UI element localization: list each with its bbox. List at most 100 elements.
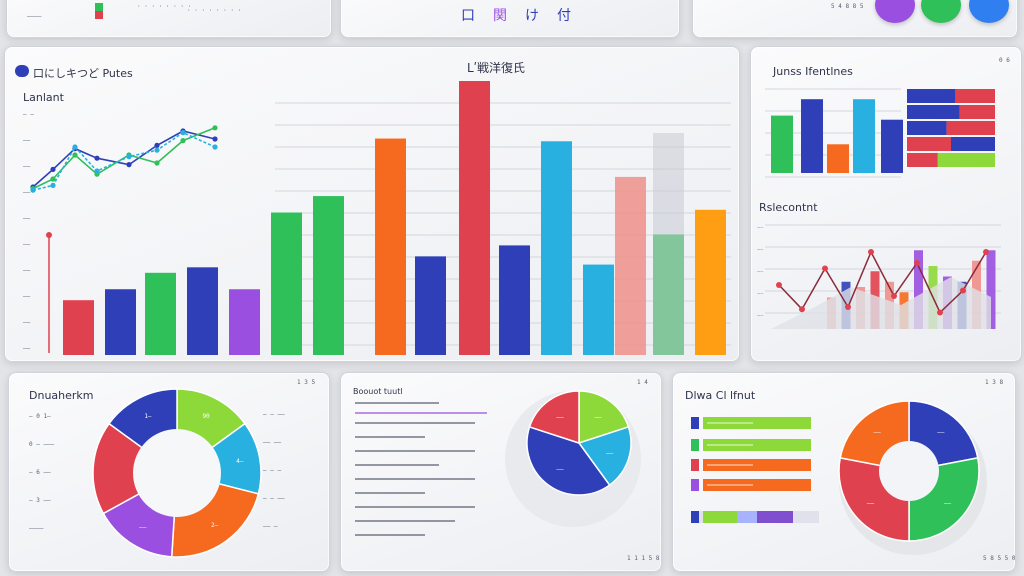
bl-left-label: 0 ‒ ‒‒‒ [29, 441, 55, 448]
line-series [778, 250, 987, 314]
br-donut-slice-label: ‒‒ [937, 429, 945, 436]
bl-donut-slice-label: ‒‒ [139, 524, 147, 531]
line-point [891, 293, 897, 299]
line-point [868, 249, 874, 255]
hbar-segment [955, 89, 995, 103]
mini-bar [95, 11, 103, 19]
line-point [776, 282, 782, 288]
glyph: 付 [557, 8, 571, 24]
line-point [30, 187, 36, 193]
bar [827, 144, 849, 173]
panel-logo-text: 口にしキつど Putes [33, 67, 133, 80]
stacked-segment [757, 511, 793, 523]
top-left-ticks: · · · · · · · · [187, 7, 242, 14]
bm-pie-svg: ‒‒ ‒‒ ‒‒ ‒‒ [355, 390, 641, 536]
logo-icon [15, 65, 29, 77]
y-tick-label: ‒‒ [23, 293, 31, 300]
bm-pie-slice [577, 425, 632, 487]
y-tick-label: ‒‒ [23, 189, 31, 196]
bar [63, 300, 94, 355]
center-glyph-row: 口 関 け 付 [461, 5, 571, 25]
top-right-label: 5 4 8 8 5 [831, 3, 864, 10]
bar [187, 267, 218, 355]
legend-marker [691, 439, 699, 451]
legend-marker [691, 479, 699, 491]
hbar-segment [907, 153, 938, 167]
line-point [845, 304, 851, 310]
br-donut-slice-label: ‒‒ [874, 429, 882, 436]
y-tick-label: ‒‒ [757, 291, 763, 297]
tr-title: Junss Ifentlnes [773, 65, 853, 78]
bl-right-label: ‒ ‒ ‒ [263, 467, 282, 474]
green-circle-icon [921, 0, 961, 23]
br-corner: 1 3 8 [985, 379, 1004, 386]
bm-pie-slice [578, 390, 630, 445]
y-tick-label: ‒ ‒ [23, 111, 34, 118]
bm-corner: 1 4 [637, 379, 648, 386]
line-point [937, 309, 943, 316]
line-point [94, 155, 100, 161]
main-chart-panel: 口にしキつど Putes Lʹ戦洋復氏 Lanlant ‒ ‒ ‒‒ ‒‒ ‒‒ ‒‒ ‒… [4, 46, 740, 362]
line-point [50, 176, 56, 182]
line-point [212, 136, 218, 142]
stacked-segment [703, 511, 737, 523]
bar [459, 81, 490, 355]
bar-shadow [653, 133, 684, 355]
line-point [154, 142, 160, 148]
hbar-segment [907, 89, 956, 103]
bar [415, 256, 446, 355]
main-chart-title: Lʹ戦洋復氏 [467, 61, 526, 75]
bar [583, 264, 614, 355]
line-point [50, 166, 56, 172]
area-fill [771, 277, 991, 329]
purple-circle-icon [875, 0, 915, 23]
y-tick-label: ‒‒ [23, 137, 31, 144]
bar [695, 209, 726, 355]
line-point [960, 287, 966, 294]
line-series [32, 131, 216, 191]
y-tick-label: ‒‒ [23, 163, 31, 170]
bl-donut-slice-label: 2‒ [211, 522, 219, 529]
line-chart-label: Lanlant [23, 91, 64, 104]
bar [313, 196, 344, 355]
bl-right-label: ‒ ‒ ‒‒ [263, 495, 285, 502]
legend-marker [691, 511, 699, 523]
bm-footer: 1 1 1 5 8 [627, 555, 660, 562]
bl-right-label: ‒‒ ‒‒ [263, 439, 282, 446]
hbar-segment [937, 153, 995, 167]
bl-donut-slice-label: 1‒ [144, 413, 152, 420]
bar [853, 99, 875, 173]
top-panel-right: 5 4 8 8 5 [692, 0, 1018, 38]
top-panel-center: 口 関 け 付 [340, 0, 680, 38]
hbar-segment [907, 137, 951, 151]
y-tick-label: ‒‒ [23, 215, 31, 222]
bl-left-label: ‒‒‒‒ [29, 525, 44, 532]
br-donut-slice-label: ‒‒ [944, 500, 952, 507]
y-tick-label: ‒‒ [23, 241, 31, 248]
br-chart-svg: ‒‒ ‒‒ ‒‒ ‒‒ [691, 400, 987, 555]
y-tick-label: ‒‒ [23, 319, 31, 326]
line-point [914, 260, 920, 266]
bar [375, 138, 406, 355]
y-tick-label: ‒‒ [757, 247, 763, 253]
line-point [983, 249, 989, 255]
line-point [180, 130, 186, 136]
bl-donut-slice-label: 4‒ [236, 458, 244, 465]
bar [914, 250, 923, 329]
main-chart-svg [30, 81, 731, 355]
line-series [32, 130, 216, 188]
line-point [126, 162, 132, 168]
bar [271, 212, 302, 355]
hbar [703, 479, 811, 491]
bl-donut-hole [133, 429, 221, 517]
bar [801, 99, 823, 173]
br-donut-hole [879, 441, 939, 501]
line-point [154, 160, 160, 166]
mini-bar [95, 3, 103, 11]
line-point [72, 152, 78, 158]
line-point [822, 265, 828, 272]
hbar-segment [959, 105, 995, 119]
bl-title: Dnuaherkm [29, 389, 94, 402]
bm-pie-slice-label: ‒‒ [594, 414, 602, 421]
bar [145, 272, 176, 355]
